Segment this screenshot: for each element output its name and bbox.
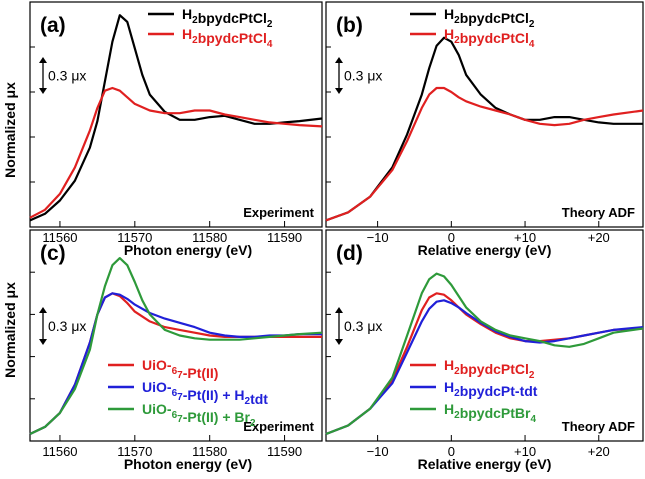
- legend-entry-h2bpydcptcl2: H2bpydcPtCl2: [444, 357, 535, 381]
- x-tick-label: 11590: [267, 230, 302, 245]
- panel-label: (c): [40, 242, 66, 265]
- scale-arrow-down-icon: [39, 88, 47, 94]
- scale-arrow-up-icon: [39, 57, 47, 63]
- x-tick-label: −10: [367, 230, 389, 245]
- series-line-h2bpydcptcl2: [29, 14, 323, 222]
- panel-annotation: Experiment: [243, 205, 314, 220]
- y-axis-title-bottom: Normalized μx: [2, 282, 18, 378]
- x-tick-label: 0: [448, 230, 455, 245]
- scale-arrow-down-icon: [39, 339, 47, 345]
- series-line-h2bpydcptcl4: [325, 86, 644, 222]
- x-tick-label: 11570: [117, 230, 152, 245]
- legend-entry-uio-67-pt-ii-h2tdt: UiO-67-Pt(II) + H2tdt: [142, 379, 268, 407]
- legend-entry-uio-67-pt-ii-br2: UiO-67-Pt(II) + Br2: [142, 401, 256, 429]
- x-axis-title: Photon energy (eV): [124, 242, 252, 258]
- legend-entry-h2bpydcptcl4: H2bpydcPtCl4: [444, 26, 535, 50]
- x-axis-title: Relative energy (eV): [418, 242, 552, 258]
- x-tick-label: 11560: [42, 230, 77, 245]
- x-tick-label: 11560: [42, 444, 77, 459]
- scale-arrow-up-icon: [39, 307, 47, 313]
- x-tick-label: 11570: [117, 444, 152, 459]
- plot-frame: [325, 1, 644, 228]
- panel-annotation: Theory ADF: [562, 205, 635, 220]
- y-axis-title-top: Normalized μx: [2, 82, 18, 178]
- scale-label: 0.3 μx: [48, 318, 86, 334]
- panel-annotation: Theory ADF: [562, 419, 635, 434]
- x-tick-label: +10: [514, 230, 536, 245]
- scale-arrow-down-icon: [335, 339, 343, 345]
- scale-arrow-down-icon: [335, 88, 343, 94]
- x-axis-title: Photon energy (eV): [124, 456, 252, 472]
- panel-annotation: Experiment: [243, 419, 314, 434]
- x-tick-label: 11590: [267, 444, 302, 459]
- series-line-uio-67-pt-ii-br2: [29, 257, 323, 435]
- legend-entry-h2bpydcptcl2: H2bpydcPtCl2: [444, 6, 535, 30]
- plot-frame: [29, 229, 323, 442]
- scale-label: 0.3 μx: [48, 68, 86, 84]
- panel-label: (a): [40, 14, 66, 37]
- x-tick-label: +20: [588, 444, 610, 459]
- scale-label: 0.3 μx: [344, 318, 382, 334]
- series-line-h2bpydcptcl2: [325, 36, 643, 222]
- x-tick-label: 11580: [192, 230, 227, 245]
- plot-frame: [325, 229, 644, 442]
- plot-frame: [29, 1, 323, 228]
- panel-a: 11560 11570 11580 11590 Photon energy (eV) (a…: [29, 1, 323, 258]
- x-tick-label: −10: [367, 444, 389, 459]
- legend-entry-h2bpydcptcl2: H2bpydcPtCl2: [182, 6, 273, 30]
- series-line-h2bpydcpt-tdt: [325, 299, 644, 436]
- legend-entry-uio-67-pt-ii: UiO-67-Pt(II): [142, 357, 218, 381]
- scale-arrow-up-icon: [335, 57, 343, 63]
- legend-entry-h2bpydcpt-tdt: H2bpydcPt-tdt: [444, 379, 538, 399]
- series-line-h2bpydcptcl4: [29, 86, 323, 219]
- x-tick-label: +10: [514, 444, 536, 459]
- x-axis-title: Relative energy (eV): [418, 456, 552, 472]
- panel-label: (d): [336, 242, 363, 265]
- x-tick-label: 11580: [192, 444, 227, 459]
- scale-arrow-up-icon: [335, 307, 343, 313]
- legend-entry-h2bpydcptbr4: H2bpydcPtBr4: [444, 401, 536, 425]
- panel-c: 11560 11570 11580 11590 Photon energy (eV) (c…: [29, 229, 323, 472]
- legend-entry-h2bpydcptcl4: H2bpydcPtCl4: [182, 26, 273, 50]
- x-tick-label: +20: [588, 230, 610, 245]
- panel-b: −10 0 +10 +20 Relative energy (eV) (b) Theory …: [325, 1, 644, 258]
- scale-label: 0.3 μx: [344, 68, 382, 84]
- x-tick-label: 0: [448, 444, 455, 459]
- series-line-h2bpydcptbr4: [325, 272, 644, 436]
- panel-d: −10 0 +10 +20 Relative energy (eV) (d) Theory …: [325, 229, 644, 472]
- panel-label: (b): [336, 14, 363, 37]
